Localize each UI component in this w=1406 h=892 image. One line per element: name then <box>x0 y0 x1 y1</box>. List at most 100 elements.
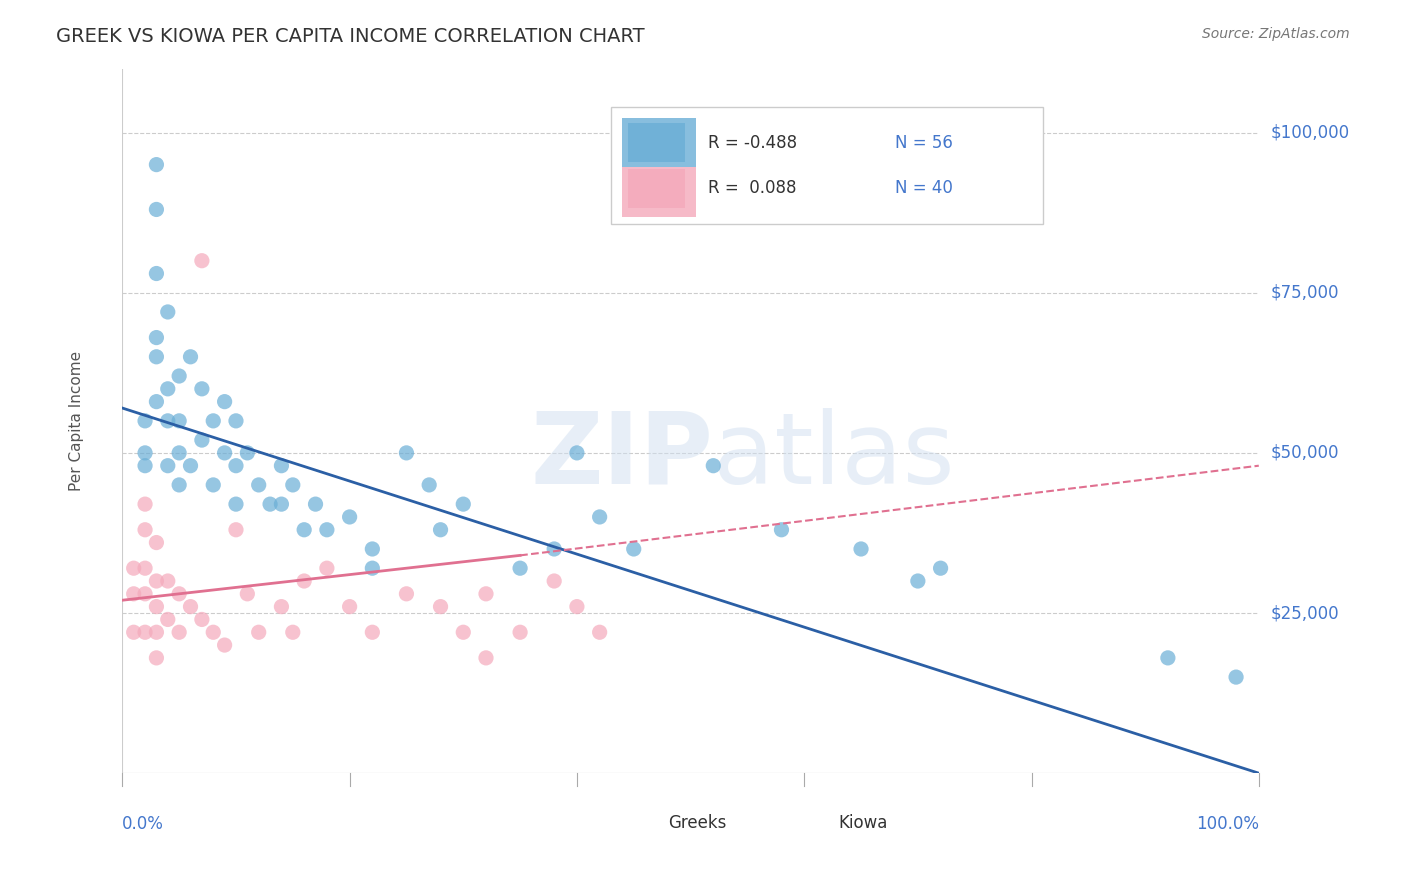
Point <box>225 414 247 428</box>
Point <box>1157 651 1180 665</box>
Point <box>292 574 315 588</box>
Point <box>247 625 270 640</box>
Text: Kiowa: Kiowa <box>838 814 887 831</box>
Point <box>236 587 259 601</box>
Text: $50,000: $50,000 <box>1270 444 1339 462</box>
Point <box>214 638 236 652</box>
Text: R = -0.488: R = -0.488 <box>707 134 797 153</box>
Point <box>361 625 384 640</box>
Point <box>361 561 384 575</box>
Point <box>418 478 440 492</box>
Point <box>395 587 418 601</box>
Point <box>145 625 167 640</box>
Text: ZIP: ZIP <box>530 408 713 505</box>
Point <box>315 523 337 537</box>
FancyBboxPatch shape <box>782 808 827 837</box>
Point <box>270 458 292 473</box>
Text: Source: ZipAtlas.com: Source: ZipAtlas.com <box>1202 27 1350 41</box>
Point <box>475 651 498 665</box>
Text: Greeks: Greeks <box>668 814 727 831</box>
Point <box>259 497 281 511</box>
Point <box>191 382 214 396</box>
Point <box>270 599 292 614</box>
Point <box>281 478 304 492</box>
Point <box>270 497 292 511</box>
Point <box>588 625 610 640</box>
Point <box>145 574 167 588</box>
FancyBboxPatch shape <box>628 169 685 208</box>
Point <box>156 612 179 626</box>
Point <box>543 541 565 556</box>
Point <box>167 369 190 384</box>
Point <box>156 382 179 396</box>
FancyBboxPatch shape <box>628 123 685 162</box>
Point <box>225 458 247 473</box>
Point <box>429 523 451 537</box>
FancyBboxPatch shape <box>623 167 696 217</box>
Point <box>225 523 247 537</box>
Text: R =  0.088: R = 0.088 <box>707 179 796 197</box>
Point <box>180 458 202 473</box>
Point <box>180 350 202 364</box>
Point <box>191 253 214 268</box>
Text: 0.0%: 0.0% <box>122 815 165 833</box>
Point <box>702 458 724 473</box>
FancyBboxPatch shape <box>612 107 1043 224</box>
Point <box>180 599 202 614</box>
Point <box>451 497 474 511</box>
Point <box>134 446 156 460</box>
Point <box>1225 670 1247 684</box>
Point <box>134 625 156 640</box>
Point <box>134 497 156 511</box>
Point <box>145 599 167 614</box>
Point <box>145 350 167 364</box>
Point <box>156 305 179 319</box>
Point <box>122 561 145 575</box>
Point <box>134 523 156 537</box>
Point <box>156 458 179 473</box>
Point <box>167 587 190 601</box>
Point <box>167 446 190 460</box>
Point <box>281 625 304 640</box>
Point <box>588 510 610 524</box>
Point <box>451 625 474 640</box>
Point <box>214 446 236 460</box>
Point <box>475 587 498 601</box>
Point <box>315 561 337 575</box>
Point <box>167 625 190 640</box>
Text: atlas: atlas <box>713 408 955 505</box>
Point <box>202 625 225 640</box>
Point <box>202 414 225 428</box>
Point <box>565 446 588 460</box>
Point <box>145 202 167 217</box>
Point <box>236 446 259 460</box>
Point <box>122 625 145 640</box>
Point <box>191 612 214 626</box>
Point <box>429 599 451 614</box>
Point <box>156 574 179 588</box>
Text: $25,000: $25,000 <box>1270 604 1339 622</box>
Text: 100.0%: 100.0% <box>1195 815 1258 833</box>
Text: Per Capita Income: Per Capita Income <box>69 351 84 491</box>
Point <box>543 574 565 588</box>
Point <box>134 458 156 473</box>
Point <box>145 394 167 409</box>
Text: N = 40: N = 40 <box>896 179 953 197</box>
Point <box>145 158 167 172</box>
Text: $100,000: $100,000 <box>1270 124 1350 142</box>
Point <box>134 561 156 575</box>
Point <box>304 497 326 511</box>
Point <box>907 574 929 588</box>
Point <box>156 414 179 428</box>
Text: GREEK VS KIOWA PER CAPITA INCOME CORRELATION CHART: GREEK VS KIOWA PER CAPITA INCOME CORRELA… <box>56 27 645 45</box>
Point <box>509 625 531 640</box>
Point <box>623 541 645 556</box>
Point <box>361 541 384 556</box>
Point <box>247 478 270 492</box>
Point <box>134 414 156 428</box>
Text: $75,000: $75,000 <box>1270 284 1339 301</box>
FancyBboxPatch shape <box>623 118 696 167</box>
Point <box>849 541 872 556</box>
Text: N = 56: N = 56 <box>896 134 953 153</box>
Point <box>339 510 361 524</box>
